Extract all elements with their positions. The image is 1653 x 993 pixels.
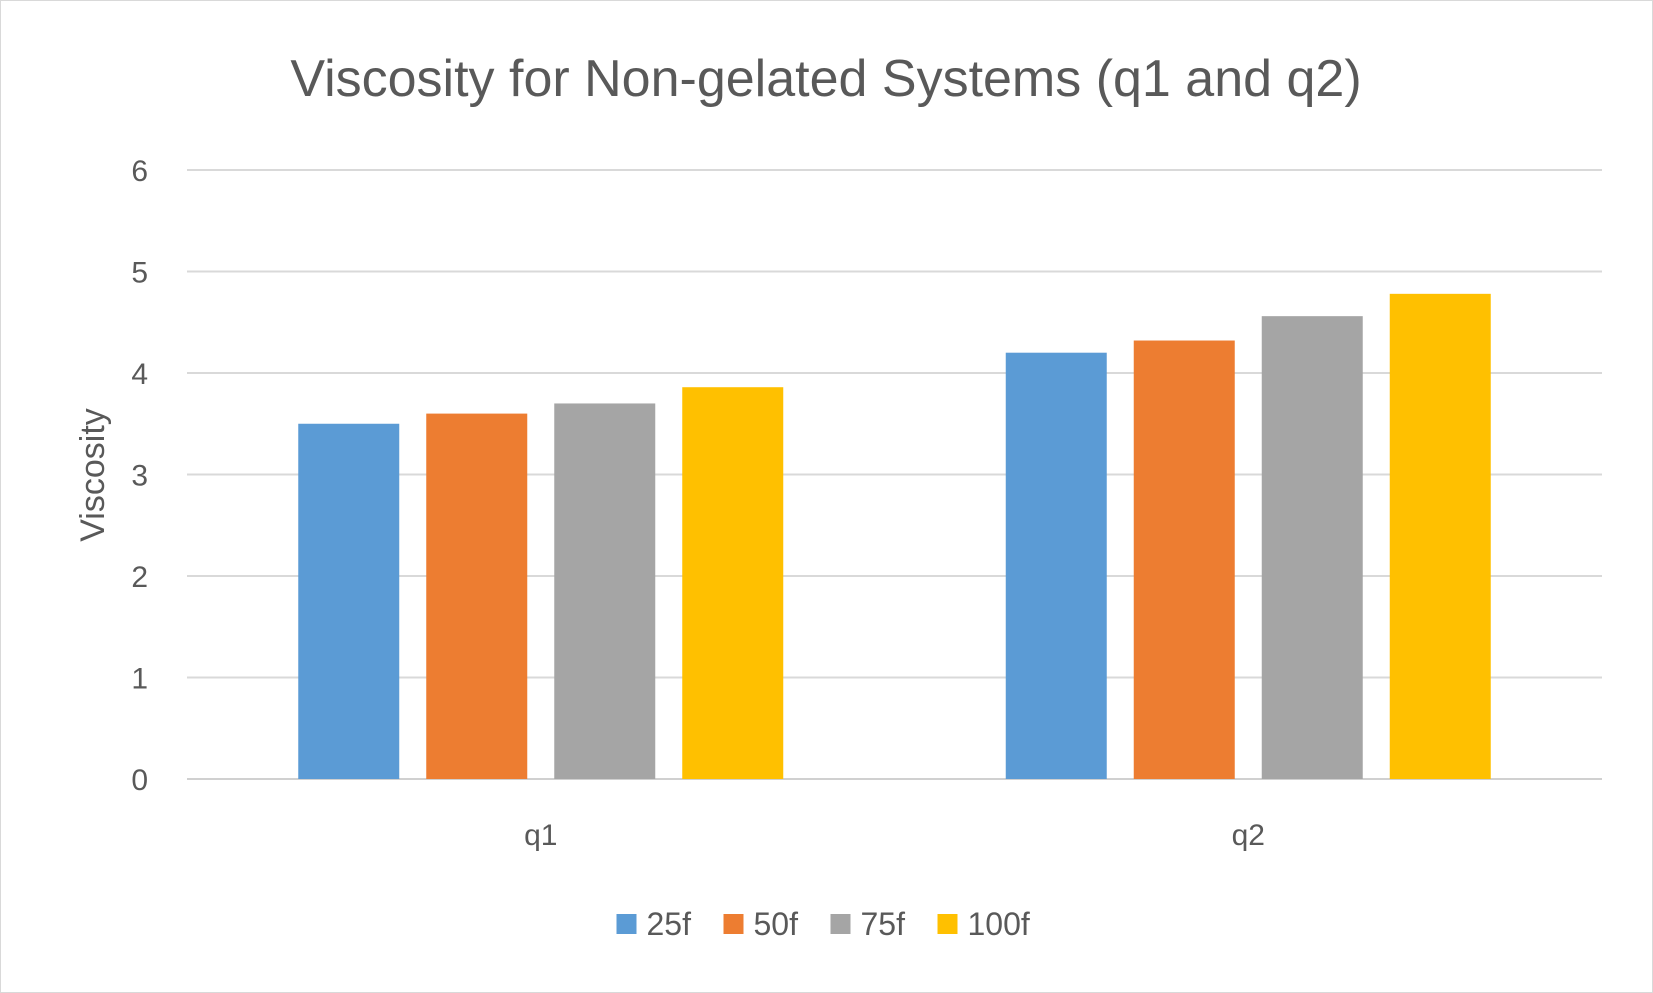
bars — [298, 293, 1491, 779]
y-tick-label: 6 — [131, 155, 148, 188]
bar-25f-q1 — [298, 423, 400, 779]
y-tick-label: 3 — [131, 460, 148, 493]
y-tick-label: 4 — [131, 358, 148, 391]
legend: 25f 50f 75f 100f — [616, 906, 1030, 942]
bar-100f-q2 — [1389, 293, 1491, 779]
legend-label-50f: 50f — [754, 906, 799, 942]
y-axis-ticks: 0 1 2 3 4 5 6 — [131, 155, 148, 797]
bar-50f-q2 — [1133, 340, 1235, 779]
bar-75f-q2 — [1261, 316, 1363, 779]
chart-title: Viscosity for Non-gelated Systems (q1 an… — [290, 50, 1361, 108]
legend-label-100f: 100f — [968, 906, 1030, 942]
bar-25f-q2 — [1005, 352, 1107, 779]
legend-swatch-25f — [616, 914, 637, 934]
bar-50f-q1 — [426, 413, 528, 779]
y-axis-title: Viscosity — [74, 408, 112, 542]
legend-swatch-100f — [937, 914, 958, 934]
legend-swatch-50f — [723, 914, 744, 934]
x-tick-label: q1 — [524, 819, 557, 852]
legend-label-25f: 25f — [647, 906, 692, 942]
y-tick-label: 0 — [131, 764, 148, 797]
x-axis-ticks: q1 q2 — [524, 819, 1265, 852]
y-tick-label: 1 — [131, 663, 148, 696]
legend-label-75f: 75f — [861, 906, 906, 942]
y-tick-label: 5 — [131, 257, 148, 290]
x-tick-label: q2 — [1232, 819, 1265, 852]
legend-swatch-75f — [830, 914, 851, 934]
gridlines — [187, 169, 1602, 780]
bar-100f-q1 — [682, 387, 784, 779]
bar-75f-q1 — [554, 403, 656, 779]
y-tick-label: 2 — [131, 561, 148, 594]
